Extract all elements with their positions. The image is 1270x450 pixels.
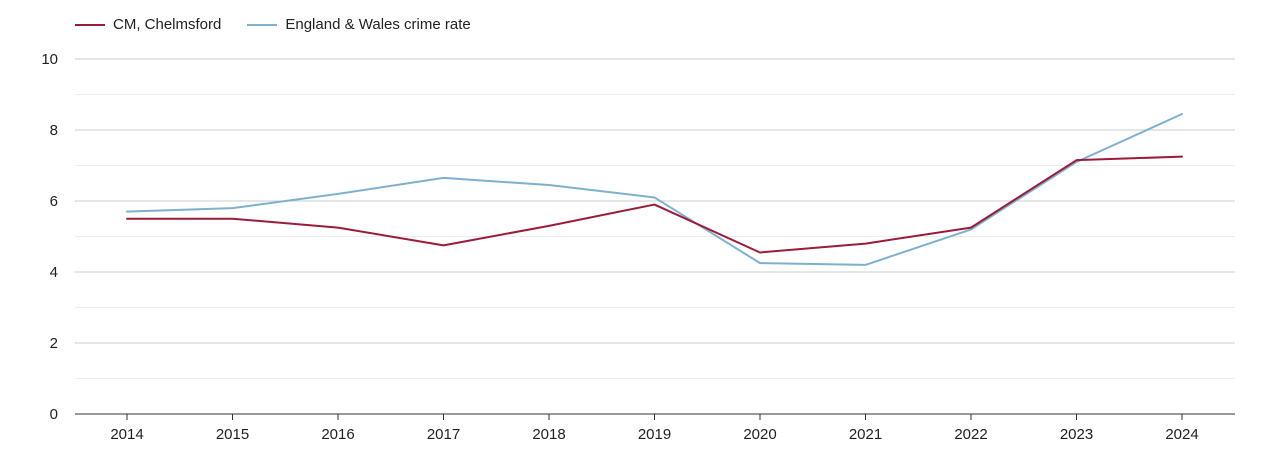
x-tick-label: 2016 xyxy=(321,426,354,443)
data-point-england-wales[interactable] xyxy=(651,193,659,201)
x-tick-label: 2018 xyxy=(532,426,565,443)
series-line-chelmsford xyxy=(126,155,1183,254)
legend-label-england-wales: England & Wales crime rate xyxy=(285,16,471,33)
data-point-chelmsford[interactable] xyxy=(967,224,975,232)
data-point-england-wales[interactable] xyxy=(756,259,764,267)
y-tick-label: 8 xyxy=(50,122,58,139)
legend-swatch-chelmsford xyxy=(75,23,105,26)
series-line-england-wales xyxy=(126,113,1183,266)
data-point-chelmsford[interactable] xyxy=(123,215,131,223)
x-tick-label: 2023 xyxy=(1060,426,1093,443)
y-tick-label: 0 xyxy=(50,406,58,423)
y-tick-label: 10 xyxy=(41,51,58,68)
data-point-england-wales[interactable] xyxy=(1178,110,1186,118)
data-point-england-wales[interactable] xyxy=(440,174,448,182)
legend-swatch-england-wales xyxy=(247,23,278,26)
data-point-chelmsford[interactable] xyxy=(651,201,659,209)
data-point-chelmsford[interactable] xyxy=(440,241,448,249)
y-tick-label: 6 xyxy=(50,193,58,210)
data-point-chelmsford[interactable] xyxy=(545,222,553,230)
data-point-chelmsford[interactable] xyxy=(1073,156,1081,164)
y-tick-label: 2 xyxy=(50,335,58,352)
data-point-chelmsford[interactable] xyxy=(862,240,870,248)
x-tick-label: 2019 xyxy=(638,426,671,443)
data-point-england-wales[interactable] xyxy=(123,208,131,216)
data-point-chelmsford[interactable] xyxy=(229,215,237,223)
data-point-england-wales[interactable] xyxy=(862,261,870,269)
legend-item-chelmsford[interactable]: CM, Chelmsford xyxy=(75,16,221,33)
data-point-england-wales[interactable] xyxy=(229,204,237,212)
legend-item-england-wales[interactable]: England & Wales crime rate xyxy=(247,16,471,33)
x-tick-label: 2021 xyxy=(849,426,882,443)
y-tick-label: 4 xyxy=(50,264,58,281)
x-tick-label: 2022 xyxy=(954,426,987,443)
x-tick-label: 2024 xyxy=(1165,426,1198,443)
data-point-england-wales[interactable] xyxy=(545,181,553,189)
x-tick-label: 2015 xyxy=(216,426,249,443)
x-tick-label: 2020 xyxy=(743,426,776,443)
x-tick-label: 2014 xyxy=(110,426,143,443)
chart-legend: CM, Chelmsford England & Wales crime rat… xyxy=(75,16,497,33)
data-point-chelmsford[interactable] xyxy=(756,248,764,256)
x-tick-label: 2017 xyxy=(427,426,460,443)
data-point-england-wales[interactable] xyxy=(334,190,342,198)
data-point-chelmsford[interactable] xyxy=(334,224,342,232)
data-point-chelmsford[interactable] xyxy=(1178,153,1186,161)
legend-label-chelmsford: CM, Chelmsford xyxy=(113,16,222,33)
